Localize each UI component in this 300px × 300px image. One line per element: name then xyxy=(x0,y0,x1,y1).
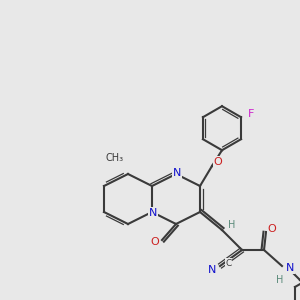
Text: O: O xyxy=(214,157,222,167)
Text: O: O xyxy=(151,237,159,247)
Text: N: N xyxy=(173,168,181,178)
Text: N: N xyxy=(208,265,216,275)
Text: C: C xyxy=(225,259,231,268)
Text: O: O xyxy=(268,224,276,234)
Text: N: N xyxy=(286,263,294,273)
Text: H: H xyxy=(276,275,284,285)
Text: H: H xyxy=(228,220,236,230)
Text: F: F xyxy=(248,109,254,119)
Text: CH₃: CH₃ xyxy=(106,153,124,163)
Text: N: N xyxy=(149,208,157,218)
